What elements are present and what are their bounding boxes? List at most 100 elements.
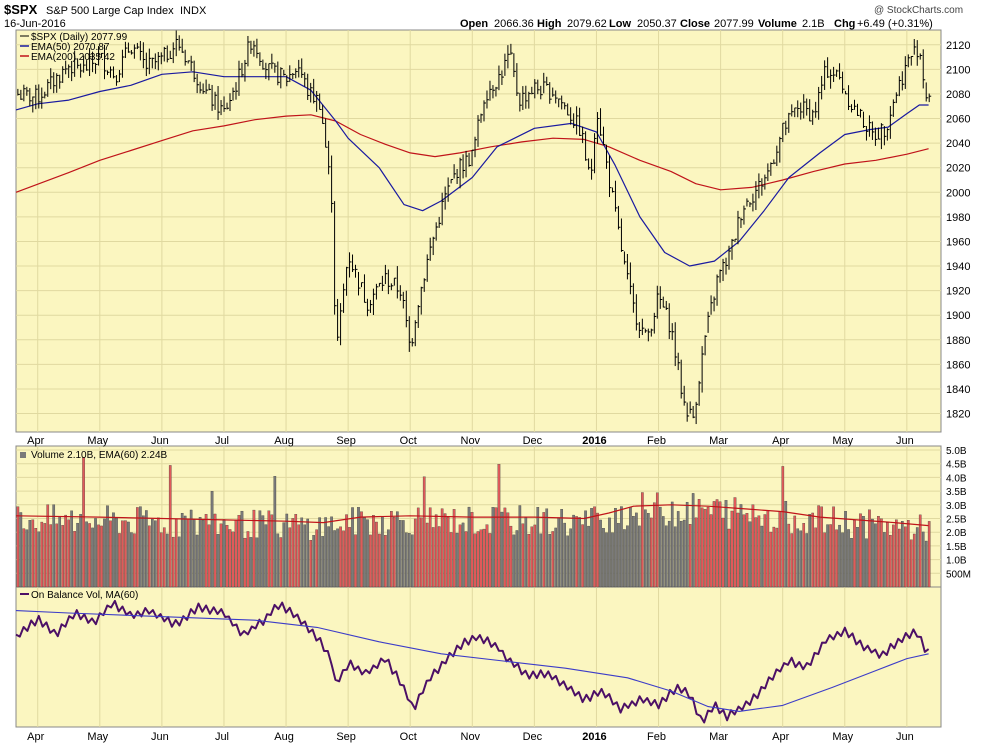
volume-bar <box>793 515 797 588</box>
volume-bar <box>880 518 883 588</box>
volume-bar <box>515 530 519 588</box>
volume-bar <box>912 533 916 588</box>
volume-bar <box>34 528 38 588</box>
volume-bar <box>658 506 662 588</box>
volume-bar <box>676 511 680 588</box>
volume-bar <box>300 517 304 588</box>
volume-bar <box>273 476 277 588</box>
close-label: Close <box>680 18 710 30</box>
volume-bar <box>733 497 737 588</box>
volume-bar <box>596 512 599 588</box>
volume-bar <box>252 509 256 588</box>
price-x-tick-label: 2016 <box>582 435 606 447</box>
volume-bar <box>844 511 847 588</box>
price-y-tick-label: 1960 <box>946 236 970 248</box>
volume-bar <box>231 531 235 588</box>
volume-bar <box>294 514 298 588</box>
volume-bar <box>856 527 859 588</box>
ema50-line <box>15 71 929 267</box>
volume-bar <box>97 524 100 588</box>
volume-bar <box>533 524 537 588</box>
quote-date: 16-Jun-2016 <box>4 18 66 30</box>
volume-bar <box>918 514 922 588</box>
volume-bar <box>829 524 832 588</box>
volume-bar <box>369 534 372 588</box>
volume-bar <box>766 510 770 588</box>
volume-bar <box>784 501 788 588</box>
volume-bar <box>578 517 581 588</box>
price-x-tick-label: Jun <box>151 435 169 447</box>
volume-bar <box>82 457 85 588</box>
obv-x-tick-label: Apr <box>772 731 789 743</box>
volume-bar <box>488 533 492 588</box>
volume-bar <box>318 517 321 588</box>
volume-bar <box>410 534 414 588</box>
volume-bar <box>927 521 931 588</box>
ema50-legend-label: EMA(50) 2070.87 <box>31 42 110 53</box>
volume-bar <box>94 518 97 588</box>
volume-bar <box>512 534 516 588</box>
volume-bar <box>909 539 913 588</box>
volume-bar <box>413 518 417 588</box>
obv-x-tick-label: Feb <box>647 731 666 743</box>
volume-bar <box>127 521 130 588</box>
volume-bar <box>425 522 429 588</box>
volume-bar <box>527 533 531 588</box>
volume-bar <box>267 510 271 588</box>
volume-bar <box>900 521 904 588</box>
volume-bar <box>249 537 253 588</box>
volume-bar <box>306 518 310 588</box>
price-legend-label: $SPX (Daily) 2077.99 <box>31 32 128 43</box>
volume-bar <box>19 512 23 588</box>
volume-bar <box>521 523 525 588</box>
volume-bar <box>204 514 208 588</box>
watermark: @ StockCharts.com <box>874 5 963 16</box>
volume-bar <box>820 506 823 588</box>
volume-bar <box>545 508 549 588</box>
volume-bar <box>868 509 871 588</box>
volume-bar <box>360 511 363 588</box>
volume-bar <box>599 519 602 588</box>
price-y-tick-label: 2120 <box>946 40 970 52</box>
change-label: Chg <box>834 18 855 30</box>
volume-bar <box>37 531 41 588</box>
price-y-tick-label: 2080 <box>946 89 970 101</box>
volume-bar <box>452 509 456 588</box>
volume-bar <box>270 514 274 588</box>
volume-legend-swatch <box>20 452 26 458</box>
volume-bar <box>655 492 659 588</box>
volume-bar <box>865 538 868 588</box>
price-x-tick-label: Mar <box>709 435 728 447</box>
volume-bar <box>348 527 351 588</box>
volume-bar <box>838 524 841 588</box>
volume-bar <box>590 508 593 588</box>
price-y-tick-label: 1820 <box>946 409 970 421</box>
obv-panel <box>15 586 942 728</box>
volume-bar <box>799 530 803 588</box>
volume-bar <box>494 507 498 588</box>
price-y-tick-label: 2100 <box>946 64 970 76</box>
volume-bar <box>183 515 187 588</box>
volume-bar <box>506 512 510 588</box>
volume-bar <box>889 534 892 588</box>
volume-bar <box>485 524 489 588</box>
volume-bar <box>467 506 471 588</box>
open-value: 2066.36 <box>494 18 534 30</box>
volume-bar <box>180 512 184 588</box>
volume-bar <box>832 506 835 588</box>
volume-bar <box>814 527 817 588</box>
obv-x-tick-label: Apr <box>27 731 44 743</box>
volume-y-tick-label: 2.0B <box>946 528 967 539</box>
volume-bar <box>548 534 552 588</box>
obv-x-tick-label: May <box>832 731 853 743</box>
volume-bar <box>808 514 811 588</box>
volume-bar <box>142 515 145 588</box>
price-y-tick-label: 2000 <box>946 187 970 199</box>
volume-bar <box>883 532 886 588</box>
volume-bar <box>892 524 895 588</box>
volume-value: 2.1B <box>802 18 825 30</box>
volume-y-tick-label: 4.0B <box>946 473 967 484</box>
volume-bar <box>109 520 112 588</box>
volume-bar <box>476 531 480 588</box>
